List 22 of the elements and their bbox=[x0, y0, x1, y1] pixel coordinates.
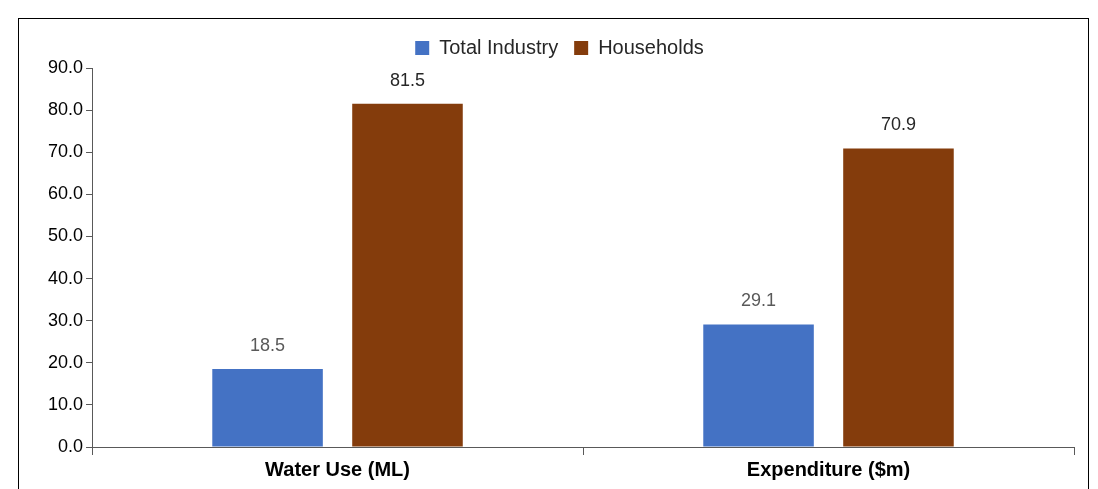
text: 10.0 bbox=[47, 393, 84, 414]
text: 90.0 bbox=[47, 56, 84, 77]
text: 80.0 bbox=[47, 99, 84, 120]
legend-label: Total Industry bbox=[439, 35, 559, 58]
data-label: 18.5 bbox=[250, 335, 286, 356]
text: 0.0 bbox=[58, 435, 84, 456]
text: 30.0 bbox=[47, 309, 84, 330]
text: 20.0 bbox=[47, 351, 84, 372]
bar bbox=[352, 103, 463, 447]
text: 70.0 bbox=[47, 141, 84, 162]
x-tick-label: Expenditure ($m) bbox=[746, 457, 911, 480]
legend-label: Households bbox=[598, 35, 704, 58]
data-label: 81.5 bbox=[389, 69, 426, 90]
data-label: 29.1 bbox=[741, 290, 777, 311]
x-tick-label: Water Use (ML) bbox=[265, 457, 410, 480]
data-label: 70.9 bbox=[880, 114, 916, 135]
text: 40.0 bbox=[47, 267, 84, 288]
text: 50.0 bbox=[47, 225, 84, 246]
bar bbox=[843, 148, 954, 447]
bar bbox=[212, 369, 323, 447]
bar bbox=[703, 324, 814, 447]
text: 60.0 bbox=[47, 183, 84, 204]
